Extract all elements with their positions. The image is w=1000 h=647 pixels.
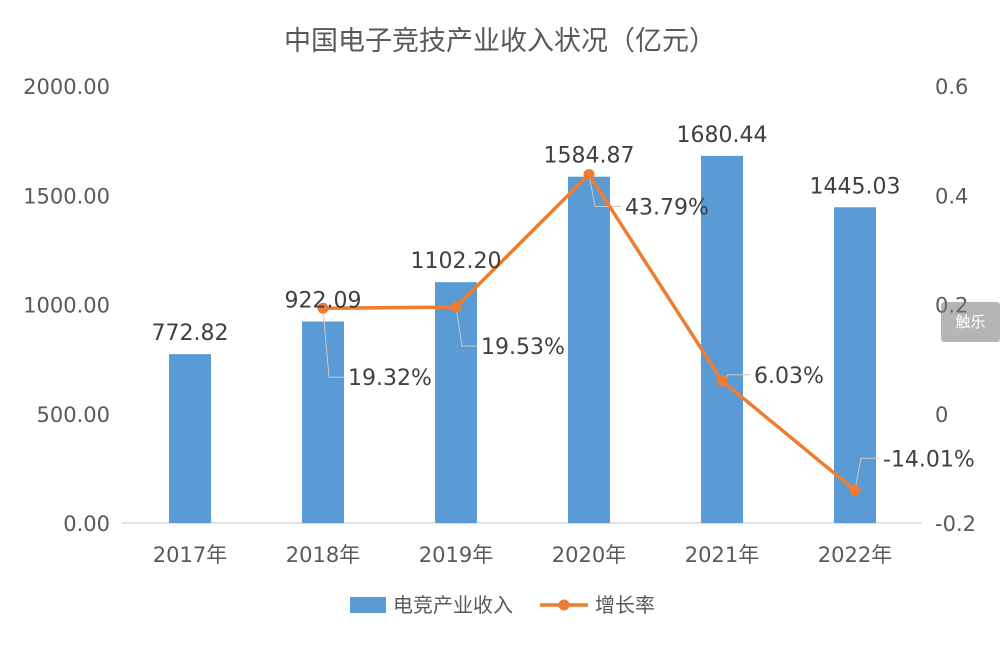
line-data-labels: 19.32% 19.53% 43.79% 6.03% -14.01%	[348, 196, 975, 473]
chart-title: 中国电子竞技产业收入状况（亿元）	[284, 26, 716, 57]
left-tick-label: 1000.00	[23, 294, 110, 318]
leader-line	[588, 174, 621, 208]
right-axis: -0.200.20.40.6	[935, 75, 976, 536]
left-tick-label: 1500.00	[23, 184, 110, 208]
legend-bar-swatch	[350, 597, 386, 613]
x-tick-label: 2017年	[153, 543, 227, 567]
legend-line-marker	[558, 599, 570, 611]
legend: 电竞产业收入 增长率	[350, 593, 655, 617]
x-tick-label: 2019年	[419, 543, 493, 567]
bar	[169, 354, 211, 523]
leader-line	[322, 308, 344, 378]
right-tick-label: 0.6	[935, 75, 968, 99]
x-tick-label: 2021年	[685, 543, 759, 567]
bar-series	[169, 155, 876, 524]
x-tick-label: 2018年	[286, 543, 360, 567]
bar	[701, 155, 743, 523]
bar	[568, 176, 610, 523]
growth-point	[317, 302, 329, 314]
bar-value-label: 1445.03	[810, 174, 901, 199]
growth-value-label: 43.79%	[625, 196, 709, 221]
growth-point	[450, 301, 462, 313]
bar-value-label: 922.09	[285, 289, 362, 314]
growth-value-label: 19.53%	[481, 335, 565, 360]
left-axis: 0.00 500.00 1000.00 1500.00 2000.00	[23, 75, 110, 536]
growth-value-label: 19.32%	[348, 366, 432, 391]
growth-value-label: 6.03%	[754, 364, 824, 389]
growth-point	[716, 375, 728, 387]
bar	[834, 207, 876, 524]
x-axis: 2017年 2018年 2019年 2020年 2021年 2022年	[153, 543, 892, 567]
x-tick-label: 2020年	[552, 543, 626, 567]
growth-point	[849, 484, 861, 496]
bar-value-label: 1102.20	[411, 249, 502, 274]
left-tick-label: 500.00	[37, 403, 110, 427]
bar	[435, 282, 477, 523]
left-tick-label: 0.00	[63, 512, 110, 536]
x-tick-label: 2022年	[818, 543, 892, 567]
right-tick-label: -0.2	[935, 512, 976, 536]
bar-value-label: 772.82	[152, 321, 229, 346]
legend-bar-label: 电竞产业收入	[393, 593, 513, 617]
right-tick-label: 0	[935, 403, 948, 427]
left-tick-label: 2000.00	[23, 75, 110, 99]
growth-point	[583, 169, 595, 181]
bar-value-label: 1680.44	[677, 123, 768, 148]
growth-value-label: -14.01%	[883, 447, 975, 472]
legend-line-label: 增长率	[595, 593, 655, 617]
bar	[302, 321, 344, 523]
bar-data-labels: 772.82 922.09 1102.20 1584.87 1680.44 1445.03	[152, 123, 901, 346]
leader-line	[455, 306, 477, 347]
leader-lines	[322, 174, 879, 491]
bar-value-label: 1584.87	[544, 144, 635, 169]
watermark: 触乐	[941, 302, 1000, 342]
line-series	[317, 169, 861, 496]
right-tick-label: 0.4	[935, 184, 968, 208]
leader-line	[854, 457, 879, 491]
